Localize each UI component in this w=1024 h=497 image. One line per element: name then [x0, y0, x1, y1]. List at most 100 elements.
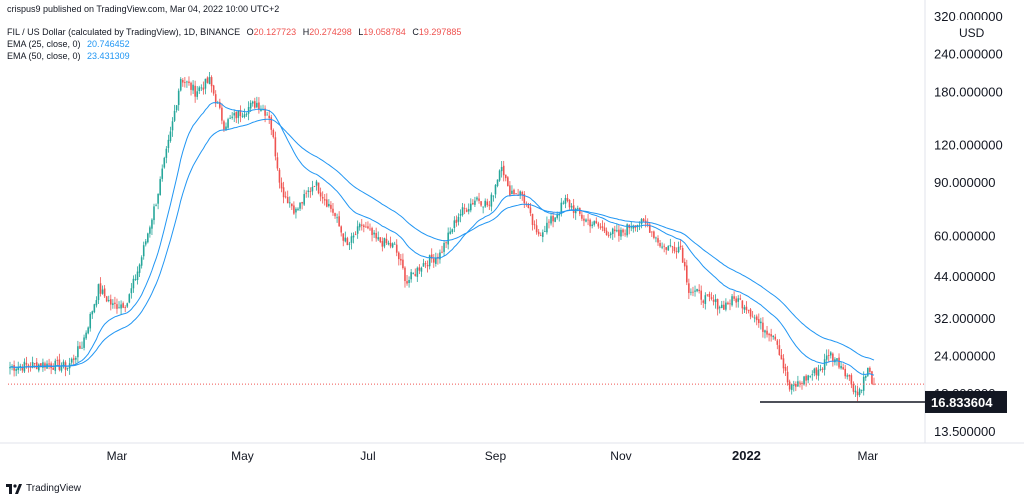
candle-body: [204, 78, 207, 89]
candle-body: [321, 196, 324, 199]
candle-body: [632, 225, 635, 229]
candle-body: [332, 208, 334, 213]
candle-body: [772, 335, 774, 338]
candle-body: [753, 317, 756, 319]
price-tick-label: 44.000000: [934, 269, 995, 284]
tradingview-footer[interactable]: TradingView: [6, 483, 81, 494]
candle-body: [698, 289, 700, 292]
candle-body: [476, 197, 478, 200]
candle-body: [581, 214, 583, 219]
candle-body: [716, 299, 719, 310]
candle-body: [484, 200, 486, 207]
candle-body: [237, 110, 240, 118]
candle-body: [445, 242, 447, 244]
candle-body: [539, 235, 542, 237]
candle-body: [40, 363, 42, 368]
candle-body: [795, 384, 797, 387]
candle-body: [219, 101, 221, 108]
candle-body: [155, 204, 157, 206]
price-tick-label: 18.000000: [934, 386, 995, 401]
price-axis[interactable]: 320.000000240.000000180.000000120.000000…: [934, 9, 1003, 439]
candle-body: [762, 322, 764, 332]
candle-body: [291, 203, 293, 207]
candle-body: [593, 221, 596, 225]
candle-body: [574, 208, 577, 214]
candle-body: [671, 246, 674, 248]
candle-body: [223, 121, 225, 130]
candle-body: [764, 330, 766, 333]
candle-body: [560, 202, 563, 214]
candle-body: [171, 121, 174, 131]
low-value: 19.058784: [363, 27, 406, 37]
candle-body: [89, 313, 92, 329]
candle-body: [686, 265, 688, 283]
candle-body: [815, 367, 818, 376]
candle-body: [655, 237, 657, 239]
candle-body: [597, 223, 600, 227]
candle-body: [328, 203, 330, 207]
candle-body: [163, 157, 166, 168]
candle-body: [663, 245, 665, 247]
candle-body: [778, 345, 781, 356]
candle-body: [175, 105, 178, 111]
candle-body: [346, 238, 349, 246]
candle-body: [729, 303, 731, 305]
candle-body: [566, 197, 569, 201]
candle-body: [311, 186, 314, 192]
time-tick-label: Jul: [360, 449, 375, 463]
candle-body: [214, 94, 217, 104]
candle-body: [371, 228, 373, 236]
candle-body: [758, 319, 760, 324]
ema25-label: EMA (25, close, 0): [7, 39, 81, 49]
candle-body: [358, 224, 361, 228]
candle-body: [138, 264, 141, 273]
candle-body: [474, 200, 476, 205]
candle-body: [486, 201, 489, 206]
ema50-value: 23.431309: [87, 51, 130, 61]
candle-body: [714, 299, 717, 303]
symbol-legend-row: FIL / US Dollar (calculated by TradingVi…: [7, 27, 465, 38]
published-by: crispus9 published on TradingView.com, M…: [7, 4, 280, 14]
candle-body: [811, 374, 814, 376]
candle-body: [511, 190, 513, 195]
candle-body: [790, 384, 793, 390]
candle-body: [126, 303, 129, 307]
candle-body: [801, 383, 803, 384]
candle-body: [583, 218, 585, 221]
candle-body: [570, 206, 573, 208]
candle-body: [439, 252, 441, 260]
candle-body: [599, 226, 602, 228]
candle-body: [657, 238, 659, 243]
candle-body: [544, 231, 546, 232]
candle-body: [743, 307, 746, 310]
candle-body: [317, 182, 320, 194]
candle-body: [107, 299, 110, 301]
candle-body: [873, 383, 875, 385]
candle-body: [858, 389, 861, 396]
time-axis[interactable]: Mar May Jul Sep Nov 2022 Mar: [107, 448, 879, 463]
candle-body: [552, 215, 554, 222]
candle-body: [276, 157, 279, 169]
candle-body: [751, 316, 754, 318]
candle-body: [225, 126, 227, 131]
candle-body: [653, 231, 655, 238]
candle-body: [502, 165, 505, 176]
candle-body: [387, 242, 390, 245]
candle-body: [869, 367, 871, 372]
candle-body: [286, 196, 289, 204]
candle-body: [299, 202, 301, 209]
candle-body: [426, 265, 429, 267]
candle-body: [679, 245, 682, 248]
candle-body: [130, 288, 133, 294]
candle-body: [136, 271, 139, 281]
candle-body: [523, 193, 526, 204]
time-tick-label: May: [231, 449, 254, 463]
candle-body: [239, 110, 242, 116]
candle-body: [9, 366, 11, 369]
candle-body: [659, 243, 661, 247]
candle-body: [531, 213, 534, 225]
candle-body: [428, 255, 431, 267]
candle-body: [134, 279, 137, 280]
candle-body: [451, 229, 454, 233]
